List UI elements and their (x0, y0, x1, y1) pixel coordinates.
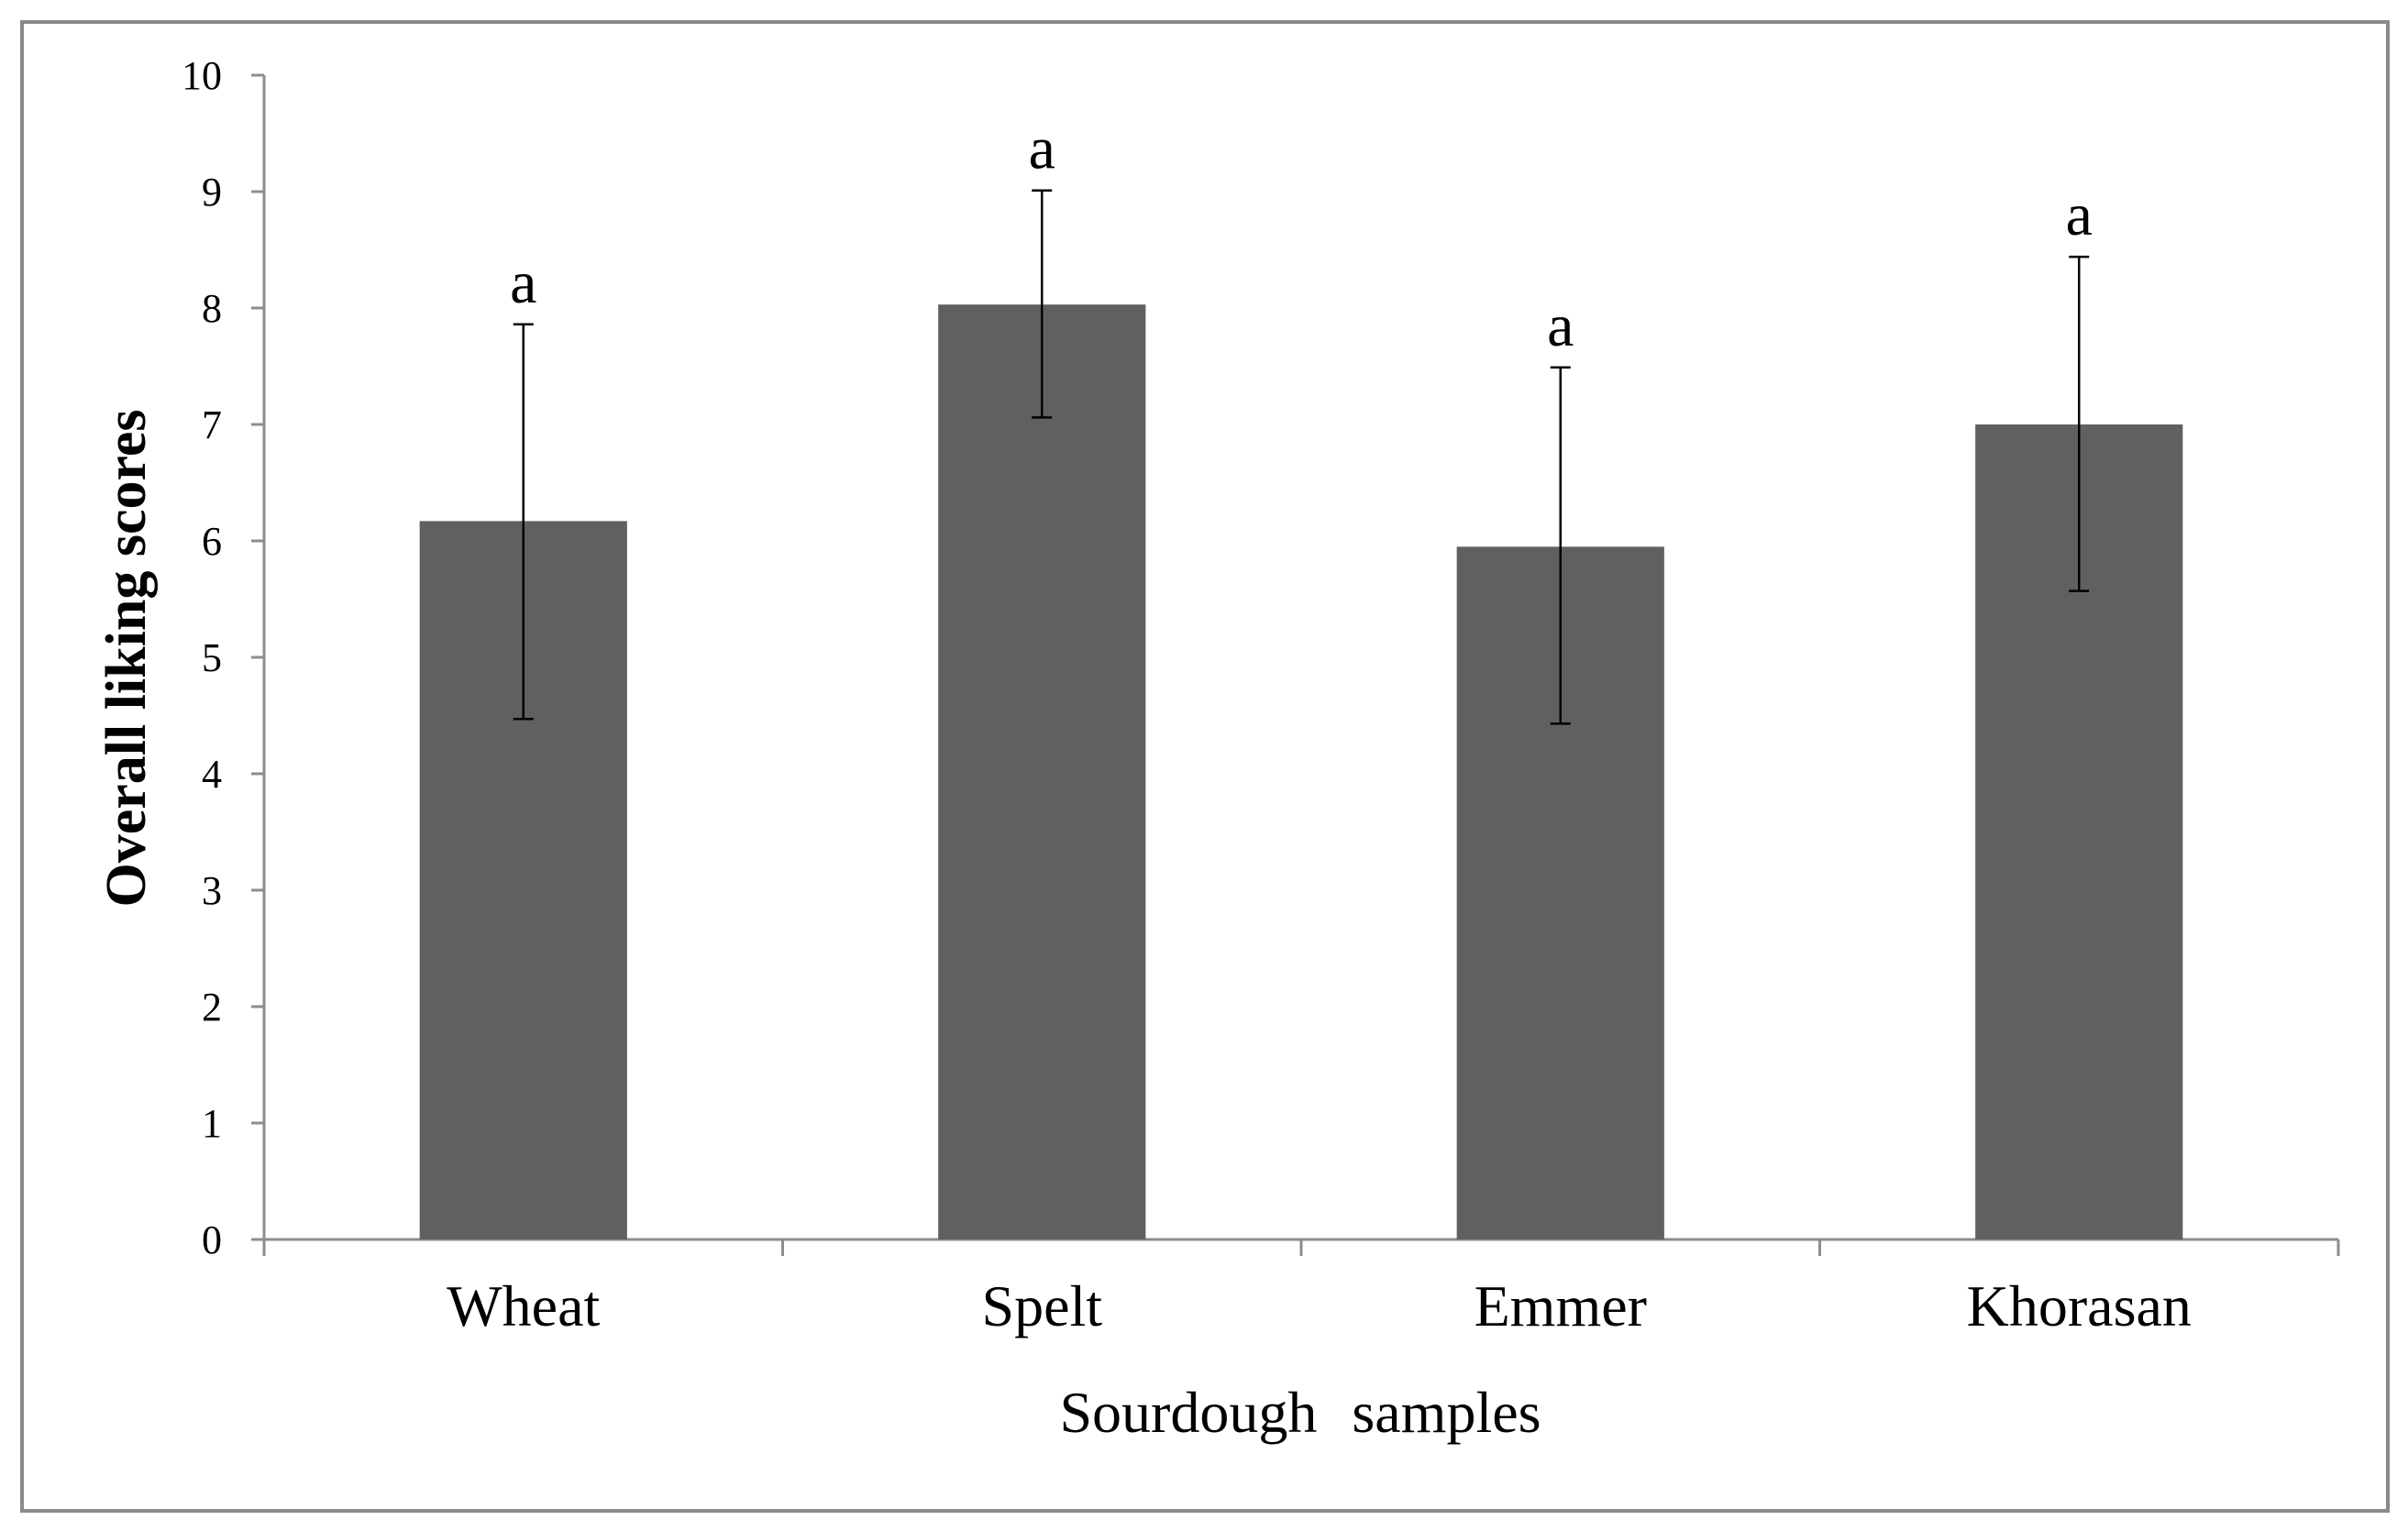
x-axis-label: Sourdough samples (1059, 1380, 1541, 1445)
significance-letter: a (1029, 116, 1055, 182)
bar-spelt (938, 304, 1146, 1239)
x-tick-label-khorasan: Khorasan (1967, 1273, 2192, 1338)
x-tick-label-emmer: Emmer (1475, 1273, 1647, 1338)
y-tick-label: 2 (202, 985, 222, 1030)
y-tick-label: 0 (202, 1217, 222, 1262)
y-tick-label: 10 (182, 53, 222, 98)
significance-letter: a (510, 249, 536, 316)
y-tick-label: 9 (202, 170, 222, 215)
y-tick-label: 6 (202, 519, 222, 564)
y-tick-label: 4 (202, 752, 222, 797)
y-axis-label: Overall liking scores (95, 409, 158, 907)
y-tick-label: 1 (202, 1101, 222, 1146)
significance-letter: a (1547, 292, 1574, 359)
y-tick-label: 8 (202, 286, 222, 331)
y-tick-label: 7 (202, 402, 222, 447)
x-tick-label-wheat: Wheat (447, 1273, 600, 1338)
x-tick-label-spelt: Spelt (981, 1273, 1102, 1338)
y-tick-label: 3 (202, 868, 222, 913)
y-tick-label: 5 (202, 635, 222, 680)
significance-letter: a (2066, 182, 2093, 248)
plot-area: 0 1 2 3 4 5 6 7 8 9 10 a Wheat a Spelt a Emmer a Khorasan (182, 53, 2340, 1338)
